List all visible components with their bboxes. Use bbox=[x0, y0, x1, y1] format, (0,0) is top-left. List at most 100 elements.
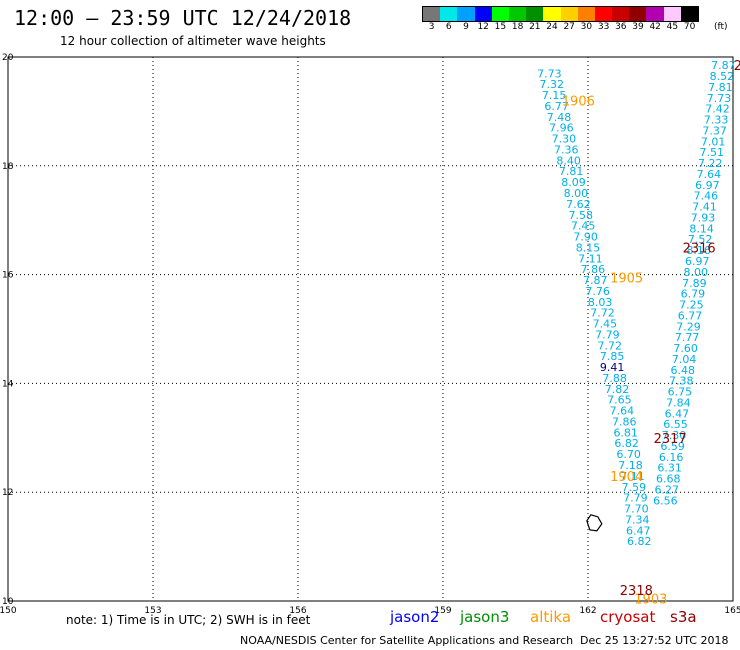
wave-height-value: 6.97 bbox=[695, 179, 720, 192]
wave-height-value: 7.86 bbox=[612, 415, 637, 428]
color-scale-label: 33 bbox=[597, 22, 610, 32]
wave-height-value: 7.65 bbox=[607, 394, 632, 407]
color-scale-label: 36 bbox=[615, 22, 627, 32]
wave-height-value: 7.36 bbox=[554, 143, 579, 156]
wave-height-value: 7.64 bbox=[697, 168, 722, 181]
color-scale-cell bbox=[577, 7, 595, 21]
legend-item-s3a: s3a bbox=[670, 608, 697, 626]
wave-height-value: 8.40 bbox=[556, 154, 581, 167]
wave-height-value: 7.76 bbox=[585, 285, 610, 298]
wave-height-value: 7.60 bbox=[673, 342, 698, 355]
pass-id-label: 1904 bbox=[610, 470, 643, 485]
pass-id-label: 2318 bbox=[620, 584, 653, 599]
color-scale-label: 30 bbox=[580, 22, 593, 32]
color-scale-cell bbox=[560, 7, 578, 21]
wave-height-value: 6.68 bbox=[656, 473, 681, 486]
wave-height-value: 7.46 bbox=[694, 190, 719, 203]
pass-id-label: 1905 bbox=[610, 271, 643, 286]
x-tick-label: 153 bbox=[144, 606, 161, 616]
wave-height-value: 7.70 bbox=[624, 503, 649, 516]
legend-item-jason3: jason3 bbox=[460, 608, 510, 626]
color-scale-cell bbox=[423, 7, 441, 21]
color-scale-label: 12 bbox=[477, 22, 489, 32]
chart-subtitle: 12 hour collection of altimeter wave hei… bbox=[60, 34, 326, 48]
wave-height-value: 6.56 bbox=[653, 494, 678, 507]
color-scale-cell bbox=[612, 7, 630, 21]
x-tick-label: 156 bbox=[289, 606, 306, 616]
color-scale-cell bbox=[680, 7, 698, 21]
color-scale-label: 70 bbox=[683, 22, 696, 32]
pass-id-label: 2 bbox=[734, 59, 740, 74]
x-tick-label: 162 bbox=[579, 606, 596, 616]
wave-height-value: 8.14 bbox=[689, 222, 714, 235]
color-scale-cell bbox=[508, 7, 527, 21]
color-scale-cell bbox=[663, 7, 681, 21]
wave-height-value: 7.77 bbox=[675, 331, 700, 344]
wave-height-value: 7.87 bbox=[711, 59, 736, 72]
color-scale-unit: (ft) bbox=[714, 22, 728, 32]
wave-height-value: 6.48 bbox=[670, 364, 695, 377]
wave-height-value: 8.03 bbox=[588, 296, 613, 309]
pass-id-label: 2317 bbox=[654, 432, 687, 447]
wave-height-value: 6.31 bbox=[657, 462, 682, 475]
wave-height-value: 7.34 bbox=[625, 513, 650, 526]
y-tick-label: 10 bbox=[2, 597, 14, 607]
wave-height-value: 7.93 bbox=[691, 211, 716, 224]
wave-height-value: 7.42 bbox=[705, 103, 730, 116]
wave-height-value: 7.37 bbox=[702, 124, 727, 137]
x-tick-label: 159 bbox=[434, 606, 451, 616]
wave-height-value: 7.62 bbox=[566, 198, 591, 211]
wave-height-value: 6.16 bbox=[659, 451, 684, 464]
x-tick-label: 150 bbox=[0, 606, 17, 616]
x-tick-label: 165 bbox=[724, 606, 740, 616]
footer-note: note: 1) Time is in UTC; 2) SWH is in fe… bbox=[66, 613, 311, 627]
y-tick-label: 16 bbox=[2, 271, 14, 281]
color-scale-label: 3 bbox=[428, 22, 435, 32]
color-scale-cell bbox=[474, 7, 492, 21]
wave-height-value: 8.00 bbox=[684, 266, 709, 279]
wave-height-value: 7.96 bbox=[549, 122, 574, 135]
wave-height-value: 7.79 bbox=[623, 492, 648, 505]
wave-height-value: 7.73 bbox=[537, 67, 562, 80]
y-tick-label: 12 bbox=[2, 488, 13, 498]
wave-height-value: 7.82 bbox=[605, 383, 630, 396]
wave-height-value: 6.75 bbox=[668, 386, 693, 399]
color-scale-label: 6 bbox=[445, 22, 452, 32]
wave-height-value: 6.55 bbox=[663, 418, 688, 431]
wave-height-value: 7.33 bbox=[704, 114, 729, 127]
wave-height-value: 7.45 bbox=[593, 318, 618, 331]
wave-height-value: 6.47 bbox=[665, 407, 690, 420]
wave-height-value: 7.72 bbox=[598, 339, 623, 352]
color-scale-label: 9 bbox=[463, 22, 469, 32]
wave-height-value: 7.59 bbox=[622, 481, 647, 494]
wave-height-value: 7.41 bbox=[692, 201, 717, 214]
color-scale-label: 15 bbox=[494, 22, 507, 32]
color-scale-label: 39 bbox=[632, 22, 644, 32]
pass-id-label: 1903 bbox=[634, 592, 667, 607]
wave-height-value: 6.82 bbox=[627, 535, 652, 548]
wave-height-value: 6.77 bbox=[544, 100, 569, 113]
wave-height-value: 7.11 bbox=[620, 470, 645, 483]
plot-frame bbox=[7, 56, 734, 602]
wave-height-value: 8.00 bbox=[564, 187, 589, 200]
wave-height-value: 6.47 bbox=[626, 524, 651, 537]
wave-height-value: 7.15 bbox=[542, 89, 567, 102]
wave-height-value: 7.81 bbox=[559, 165, 584, 178]
wave-height-value: 6.79 bbox=[681, 288, 706, 301]
wave-height-value: 7.79 bbox=[595, 328, 620, 341]
wave-height-value: 6.27 bbox=[655, 483, 680, 496]
color-scale-cell bbox=[440, 7, 458, 21]
wave-height-value: 7.58 bbox=[569, 209, 594, 222]
island-coastline bbox=[586, 514, 603, 532]
wave-height-value: 7.22 bbox=[698, 157, 723, 170]
color-scale-label: 45 bbox=[666, 22, 679, 32]
legend-item-jason2: jason2 bbox=[390, 608, 440, 626]
footer-timestamp: Dec 25 13:27:52 UTC 2018 bbox=[580, 634, 729, 647]
wave-height-value: 7.29 bbox=[676, 320, 701, 333]
y-tick-label: 20 bbox=[2, 53, 14, 63]
color-scale-label: 27 bbox=[563, 22, 575, 32]
color-scale-cell bbox=[646, 7, 664, 21]
wave-height-value: 7.11 bbox=[578, 252, 603, 265]
wave-height-value: 8.16 bbox=[686, 244, 711, 257]
